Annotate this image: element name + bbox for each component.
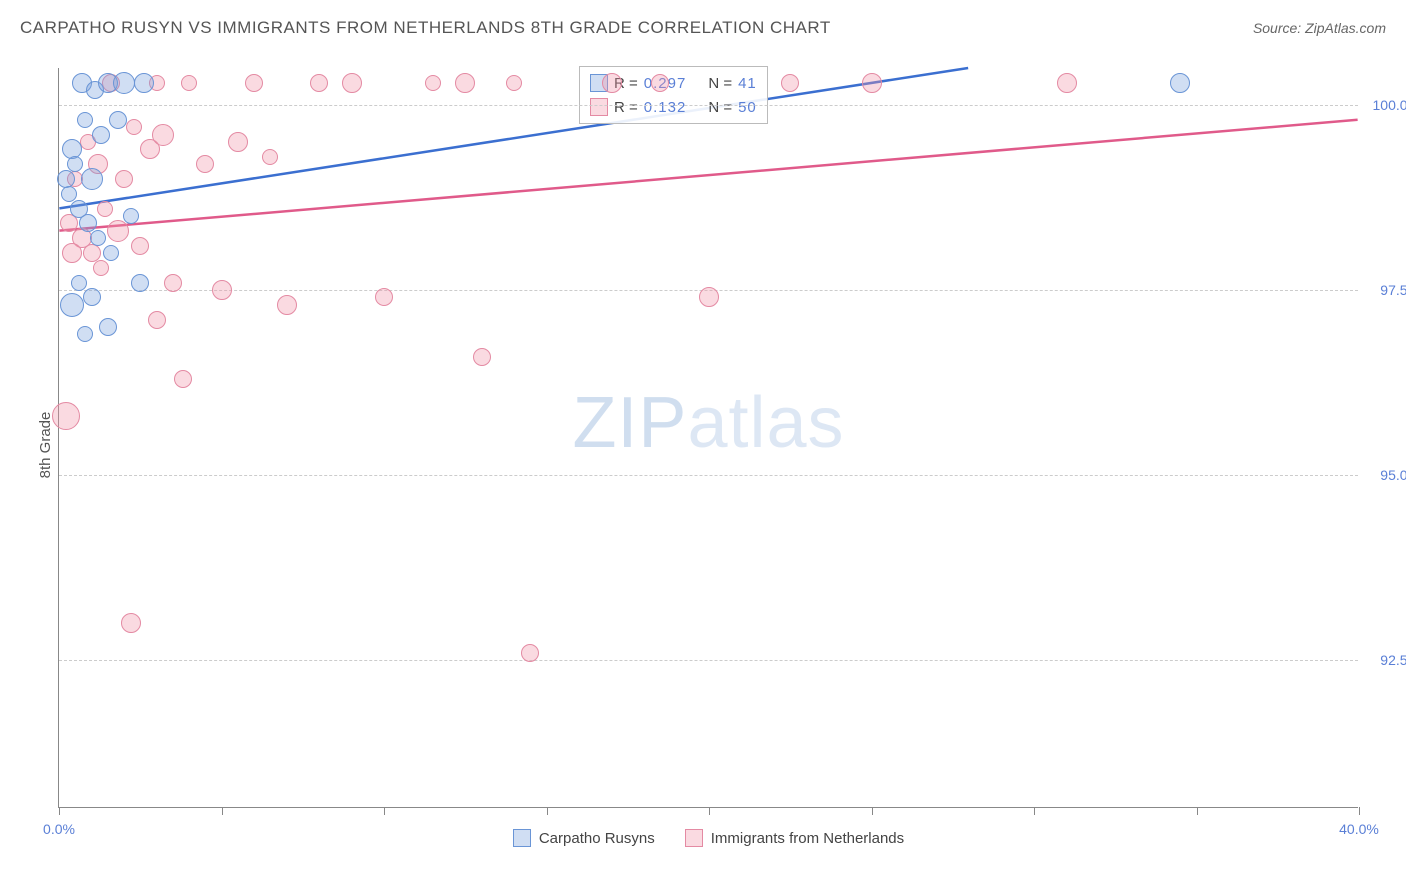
xtick-label-end: 40.0% (1339, 821, 1379, 837)
gridline (59, 475, 1358, 476)
xtick (59, 807, 60, 815)
scatter-point-blue (77, 326, 93, 342)
scatter-point-pink (699, 287, 719, 307)
xtick (1034, 807, 1035, 815)
scatter-point-blue (134, 73, 154, 93)
scatter-point-pink (473, 348, 491, 366)
xtick (384, 807, 385, 815)
scatter-point-pink (196, 155, 214, 173)
scatter-point-pink (174, 370, 192, 388)
ytick-label: 92.5% (1365, 652, 1406, 668)
scatter-point-blue (99, 318, 117, 336)
xtick (547, 807, 548, 815)
scatter-point-pink (97, 201, 113, 217)
xtick-label-start: 0.0% (43, 821, 75, 837)
n-value-pink: 50 (738, 99, 757, 116)
chart-area: 8th Grade ZIPatlas R = 0.297 N = 41 R = … (50, 60, 1390, 830)
chart-title: CARPATHO RUSYN VS IMMIGRANTS FROM NETHER… (20, 18, 831, 38)
scatter-point-blue (67, 156, 83, 172)
scatter-point-pink (781, 74, 799, 92)
scatter-point-pink (212, 280, 232, 300)
legend-item-pink: Immigrants from Netherlands (685, 829, 904, 847)
legend-label-blue: Carpatho Rusyns (539, 830, 655, 847)
legend-swatch-pink-2 (685, 829, 703, 847)
ytick-label: 95.0% (1365, 467, 1406, 483)
scatter-point-pink (245, 74, 263, 92)
scatter-point-pink (52, 402, 80, 430)
xtick (1359, 807, 1360, 815)
n-label: N = (708, 75, 732, 92)
scatter-point-blue (113, 72, 135, 94)
xtick (1197, 807, 1198, 815)
scatter-point-pink (521, 644, 539, 662)
scatter-point-pink (228, 132, 248, 152)
xtick (222, 807, 223, 815)
scatter-point-blue (83, 288, 101, 306)
y-axis-label: 8th Grade (37, 412, 54, 479)
scatter-point-pink (115, 170, 133, 188)
scatter-point-pink (126, 119, 142, 135)
trend-line-pink (59, 120, 1357, 231)
legend-swatch-blue-2 (513, 829, 531, 847)
scatter-point-blue (60, 293, 84, 317)
scatter-point-blue (123, 208, 139, 224)
scatter-point-pink (455, 73, 475, 93)
scatter-point-pink (425, 75, 441, 91)
scatter-point-pink (181, 75, 197, 91)
scatter-point-pink (277, 295, 297, 315)
scatter-point-pink (152, 124, 174, 146)
scatter-point-pink (131, 237, 149, 255)
scatter-point-blue (131, 274, 149, 292)
gridline (59, 660, 1358, 661)
trend-lines (59, 68, 1358, 807)
scatter-point-pink (148, 311, 166, 329)
scatter-point-pink (342, 73, 362, 93)
series-legend: Carpatho Rusyns Immigrants from Netherla… (59, 829, 1358, 847)
plot-region: ZIPatlas R = 0.297 N = 41 R = 0.132 N = … (58, 68, 1358, 808)
ytick-label: 100.0% (1365, 97, 1406, 113)
scatter-point-blue (90, 230, 106, 246)
scatter-point-pink (506, 75, 522, 91)
scatter-point-blue (109, 111, 127, 129)
scatter-point-pink (262, 149, 278, 165)
legend-swatch-pink (590, 98, 608, 116)
legend-item-blue: Carpatho Rusyns (513, 829, 655, 847)
xtick (709, 807, 710, 815)
gridline (59, 105, 1358, 106)
legend-row-pink: R = 0.132 N = 50 (590, 95, 757, 119)
n-value-blue: 41 (738, 75, 757, 92)
scatter-point-blue (77, 112, 93, 128)
scatter-point-pink (375, 288, 393, 306)
r-value-pink: 0.132 (644, 99, 687, 116)
scatter-point-pink (651, 74, 669, 92)
ytick-label: 97.5% (1365, 282, 1406, 298)
scatter-point-pink (862, 73, 882, 93)
r-label-2: R = (614, 99, 638, 116)
scatter-point-pink (1057, 73, 1077, 93)
scatter-point-blue (81, 168, 103, 190)
scatter-point-blue (92, 126, 110, 144)
scatter-point-pink (62, 243, 82, 263)
legend-label-pink: Immigrants from Netherlands (711, 830, 904, 847)
scatter-point-pink (93, 260, 109, 276)
header: CARPATHO RUSYN VS IMMIGRANTS FROM NETHER… (0, 0, 1406, 48)
source-label: Source: ZipAtlas.com (1253, 20, 1386, 36)
scatter-point-blue (103, 245, 119, 261)
scatter-point-pink (310, 74, 328, 92)
scatter-point-pink (107, 220, 129, 242)
scatter-point-pink (121, 613, 141, 633)
scatter-point-pink (164, 274, 182, 292)
scatter-point-blue (1170, 73, 1190, 93)
scatter-point-pink (602, 73, 622, 93)
scatter-point-blue (71, 275, 87, 291)
n-label-2: N = (708, 99, 732, 116)
xtick (872, 807, 873, 815)
